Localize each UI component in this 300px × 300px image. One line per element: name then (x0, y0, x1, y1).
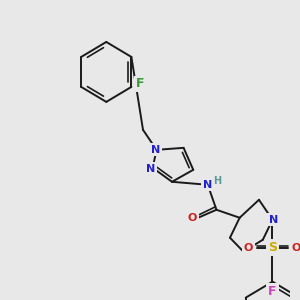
Text: O: O (188, 213, 197, 223)
Text: N: N (146, 164, 155, 174)
Text: N: N (269, 215, 278, 225)
Text: F: F (268, 285, 277, 298)
Text: O: O (244, 243, 253, 253)
Text: N: N (151, 145, 160, 155)
Text: S: S (268, 241, 277, 254)
Text: H: H (213, 176, 221, 186)
Text: N: N (203, 180, 212, 190)
Text: F: F (136, 77, 144, 90)
Text: O: O (292, 243, 300, 253)
